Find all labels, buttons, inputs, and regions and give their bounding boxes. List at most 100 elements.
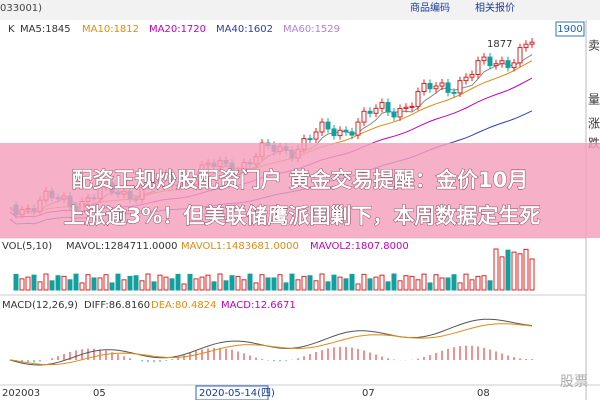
volume-bar: [223, 280, 229, 291]
volume-bar: [169, 278, 175, 291]
volume-bar: [211, 281, 217, 291]
volume-bar: [259, 274, 265, 291]
candle: [439, 82, 445, 87]
side-button[interactable]: 量: [588, 93, 600, 107]
volume-bar: [367, 278, 373, 291]
volume-bar: [277, 274, 283, 291]
volume-bar: [49, 280, 55, 291]
banner-line: 配资正规炒股配资门户 黄金交易提醒：金价10月: [72, 168, 529, 192]
volume-bar: [373, 276, 379, 291]
button[interactable]: 相关报价: [475, 1, 515, 14]
candle: [415, 91, 421, 107]
volume-bar: [445, 277, 451, 291]
volume-bar: [133, 275, 139, 291]
volume-bar: [139, 280, 145, 291]
candle: [505, 60, 511, 69]
macd-item: DEA:80.4824: [151, 300, 216, 311]
candle: [397, 107, 403, 118]
candle: [523, 43, 529, 49]
top-bar: [0, 0, 600, 20]
candle: [511, 62, 517, 69]
button[interactable]: 商品编码: [410, 1, 450, 14]
volume-bar: [127, 275, 133, 291]
volume-bar: [19, 278, 25, 291]
volume-bar: [475, 275, 481, 291]
volume-bar: [97, 277, 103, 291]
volume-bar: [31, 274, 37, 291]
volume-bar: [235, 275, 241, 291]
candle: [319, 121, 325, 133]
candle: [499, 60, 505, 65]
volume-bar: [175, 273, 181, 291]
side-button[interactable]: 涨: [588, 116, 600, 131]
candle: [337, 129, 343, 137]
watermark: 股票: [560, 374, 588, 390]
volume-bar: [43, 273, 49, 291]
volume-bar: [481, 275, 487, 291]
candle: [313, 131, 319, 140]
volume-bar: [115, 273, 121, 291]
volume-item: MAVOL1:1483681.0000: [181, 241, 299, 252]
volume-bar: [145, 273, 151, 291]
candle: [409, 105, 415, 108]
volume-bar: [505, 249, 511, 291]
volume-bar: [103, 274, 109, 291]
candle: [433, 85, 439, 90]
volume-bar: [421, 273, 427, 291]
volume-bar: [313, 280, 319, 291]
side-button[interactable]: 卖: [588, 39, 600, 53]
candle: [481, 56, 487, 62]
volume-bar: [433, 274, 439, 291]
volume-label: VOL(5,10): [2, 241, 52, 252]
x-label: 07: [362, 388, 375, 399]
volume-bar: [391, 273, 397, 291]
candle: [361, 110, 367, 123]
volume-bar: [241, 279, 247, 291]
volume-bar: [517, 253, 523, 291]
date-box: [195, 385, 269, 400]
legend-k: K: [8, 24, 15, 35]
banner-line: 上涨逾3%！但美联储鹰派围剿下，本周数据定生死: [64, 204, 541, 228]
volume-bar: [271, 277, 277, 291]
volume-bar: [325, 281, 331, 291]
volume-bar: [85, 274, 91, 291]
volume-bar: [121, 279, 127, 291]
candle: [325, 121, 331, 130]
volume-bar: [385, 281, 391, 291]
volume-bar: [493, 248, 499, 291]
volume-bar: [205, 274, 211, 291]
volume-bar: [499, 256, 505, 291]
volume-bar: [403, 275, 409, 291]
volume-bar: [157, 274, 163, 291]
candle: [475, 60, 481, 75]
candle: [427, 82, 433, 90]
macd-item: MACD:12.6671: [221, 300, 296, 311]
volume-bar: [265, 277, 271, 291]
volume-bar: [79, 282, 85, 291]
volume-bar: [199, 276, 205, 291]
candle: [349, 131, 355, 136]
volume-bar: [511, 251, 517, 291]
candle: [457, 80, 463, 94]
volume-bar: [217, 273, 223, 291]
candle: [469, 73, 475, 78]
candle: [355, 121, 361, 136]
candle: [451, 91, 457, 94]
volume-bar: [67, 279, 73, 291]
volume-bar: [349, 273, 355, 291]
volume-bar: [289, 273, 295, 291]
volume-item: MAVOL2:1807.8000: [310, 241, 409, 252]
volume-bar: [229, 275, 235, 291]
candle: [529, 41, 535, 45]
volume-bar: [529, 258, 535, 291]
legend-ma: MA40:1602: [216, 24, 273, 35]
volume-bar: [61, 275, 67, 291]
volume-bar: [487, 280, 493, 291]
volume-bar: [439, 277, 445, 291]
candle: [307, 138, 313, 141]
macd-label: MACD(12,26,9): [2, 300, 78, 311]
volume-bar: [247, 273, 253, 291]
volume-bar: [451, 274, 457, 291]
candle: [517, 47, 523, 64]
